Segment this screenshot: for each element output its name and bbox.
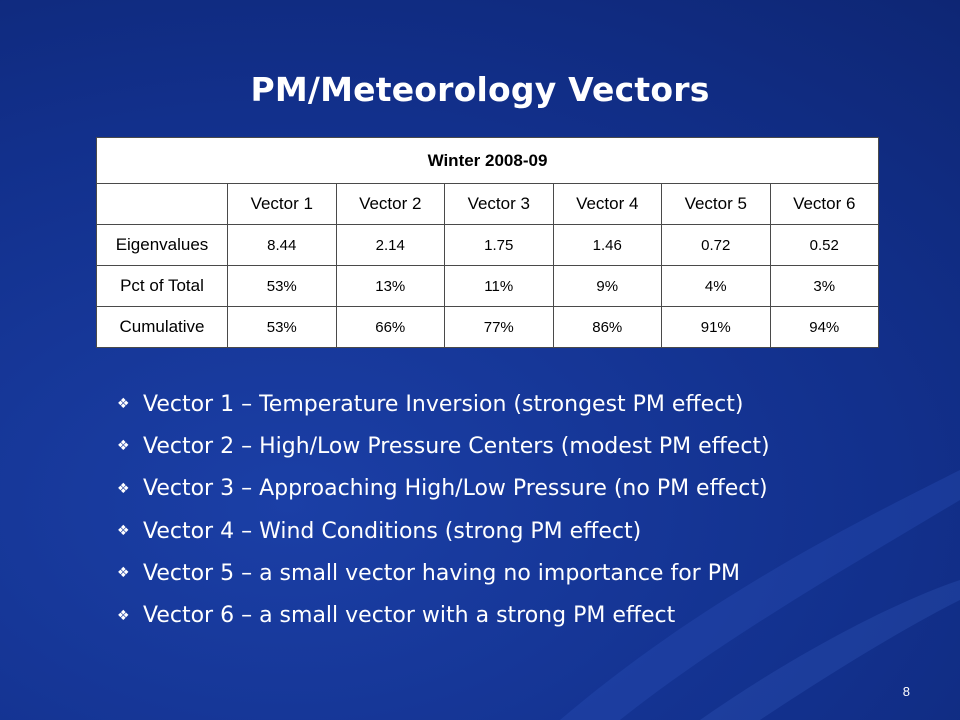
bullet-item: ❖ Vector 2 – High/Low Pressure Centers (… xyxy=(117,425,770,467)
table-cell: 8.44 xyxy=(227,224,337,266)
table-row: Pct of Total 53% 13% 11% 9% 4% 3% xyxy=(96,265,879,307)
bullet-item: ❖ Vector 1 – Temperature Inversion (stro… xyxy=(117,383,770,425)
row-label: Eigenvalues xyxy=(96,224,228,266)
table-cell: 2.14 xyxy=(335,224,445,266)
bullet-item: ❖ Vector 3 – Approaching High/Low Pressu… xyxy=(117,468,770,510)
table-cell: 66% xyxy=(335,306,445,348)
bullet-item: ❖ Vector 4 – Wind Conditions (strong PM … xyxy=(117,510,770,552)
bullet-text: Vector 3 – Approaching High/Low Pressure… xyxy=(143,476,768,502)
table-cell: 0.72 xyxy=(661,224,771,266)
row-label: Cumulative xyxy=(96,306,228,348)
column-header: Vector 2 xyxy=(335,183,445,225)
bullet-text: Vector 5 – a small vector having no impo… xyxy=(143,560,740,586)
table-cell: 1.46 xyxy=(552,224,662,266)
column-header: Vector 1 xyxy=(227,183,337,225)
diamond-bullet-icon: ❖ xyxy=(117,438,130,455)
column-header: Vector 6 xyxy=(769,183,879,225)
table-cell: 53% xyxy=(227,306,337,348)
table-cell: 4% xyxy=(661,265,771,307)
table-corner-cell xyxy=(96,183,228,225)
bullet-text: Vector 4 – Wind Conditions (strong PM ef… xyxy=(143,518,642,544)
table-cell: 1.75 xyxy=(444,224,554,266)
slide-title: PM/Meteorology Vectors xyxy=(250,70,710,109)
bullet-list: ❖ Vector 1 – Temperature Inversion (stro… xyxy=(117,383,770,637)
column-header: Vector 3 xyxy=(444,183,554,225)
table-cell: 3% xyxy=(769,265,879,307)
bullet-text: Vector 2 – High/Low Pressure Centers (mo… xyxy=(143,433,770,459)
table-cell: 0.52 xyxy=(769,224,879,266)
bullet-text: Vector 1 – Temperature Inversion (strong… xyxy=(143,391,744,417)
bullet-item: ❖ Vector 6 – a small vector with a stron… xyxy=(117,594,770,636)
bullet-text: Vector 6 – a small vector with a strong … xyxy=(143,603,676,629)
column-header: Vector 5 xyxy=(661,183,771,225)
table-cell: 9% xyxy=(552,265,662,307)
diamond-bullet-icon: ❖ xyxy=(117,396,130,413)
diamond-bullet-icon: ❖ xyxy=(117,565,130,582)
table-caption: Winter 2008-09 xyxy=(96,137,879,184)
column-header: Vector 4 xyxy=(552,183,662,225)
diamond-bullet-icon: ❖ xyxy=(117,523,130,540)
table-cell: 77% xyxy=(444,306,554,348)
page-number: 8 xyxy=(902,684,910,699)
diamond-bullet-icon: ❖ xyxy=(117,480,130,497)
table-cell: 13% xyxy=(335,265,445,307)
table-cell: 94% xyxy=(769,306,879,348)
table-cell: 11% xyxy=(444,265,554,307)
table-header-row: Vector 1 Vector 2 Vector 3 Vector 4 Vect… xyxy=(96,183,879,225)
diamond-bullet-icon: ❖ xyxy=(117,607,130,624)
table-row: Eigenvalues 8.44 2.14 1.75 1.46 0.72 0.5… xyxy=(96,224,879,266)
eigenvalue-table: Winter 2008-09 Vector 1 Vector 2 Vector … xyxy=(96,137,879,348)
table-cell: 91% xyxy=(661,306,771,348)
table-cell: 86% xyxy=(552,306,662,348)
row-label: Pct of Total xyxy=(96,265,228,307)
bullet-item: ❖ Vector 5 – a small vector having no im… xyxy=(117,552,770,594)
table-cell: 53% xyxy=(227,265,337,307)
table-row: Cumulative 53% 66% 77% 86% 91% 94% xyxy=(96,306,879,348)
